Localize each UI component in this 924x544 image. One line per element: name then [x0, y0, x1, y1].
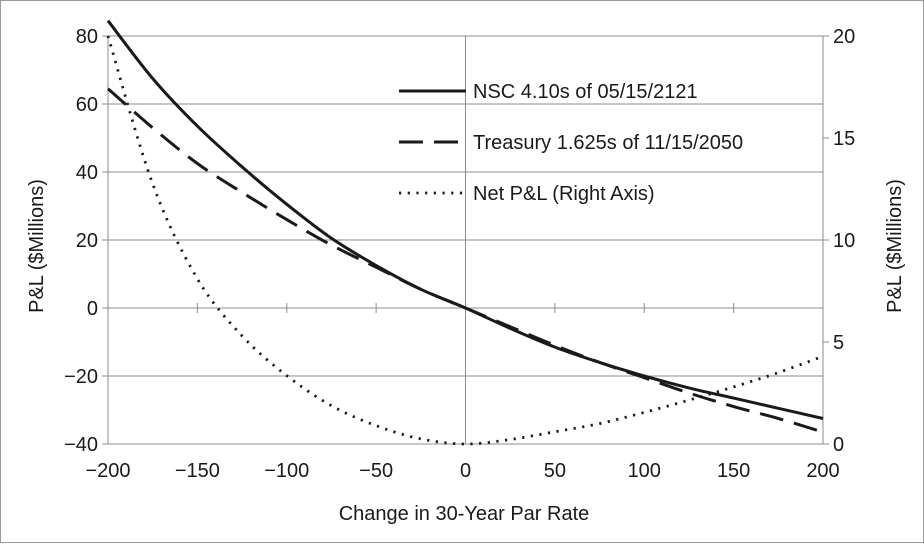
- y-axis-left-label: P&L ($Millions): [26, 179, 48, 313]
- y-right-tick-label: 10: [833, 230, 855, 252]
- x-tick-label: 0: [460, 460, 471, 482]
- y-left-tick-label: −20: [64, 366, 98, 388]
- y-left-tick-label: 40: [76, 162, 98, 184]
- y-right-tick-label: 0: [833, 434, 844, 456]
- y-right-tick-label: 15: [833, 128, 855, 150]
- x-tick-label: −150: [175, 460, 220, 482]
- legend-label-2: Treasury 1.625s of 11/15/2050: [473, 132, 743, 154]
- y-left-tick-label: −40: [64, 434, 98, 456]
- y-left-tick-label: 80: [76, 26, 98, 48]
- y-right-tick-label: 20: [833, 26, 855, 48]
- x-tick-label: 200: [806, 460, 839, 482]
- y-left-tick-label: 0: [87, 298, 98, 320]
- series-lines: [106, 19, 824, 446]
- series-line-3: [106, 35, 824, 446]
- y-left-tick-label: 20: [76, 230, 98, 252]
- legend-label-3: Net P&L (Right Axis): [473, 183, 655, 205]
- x-tick-label: 100: [628, 460, 661, 482]
- x-tick-label: −50: [359, 460, 393, 482]
- tick-labels: −200 −150 −100 −50 0 50 100 150 200−40−200204060…: [64, 26, 855, 482]
- x-tick-label: 50: [544, 460, 566, 482]
- x-tick-label: 150: [717, 460, 750, 482]
- y-left-tick-label: 60: [76, 94, 98, 116]
- y-axis-right-label: P&L ($Millions): [884, 179, 906, 313]
- legend: NSC 4.10s of 05/15/2121 Treasury 1.625s o…: [399, 81, 743, 205]
- x-tick-label: −100: [264, 460, 309, 482]
- legend-label-1: NSC 4.10s of 05/15/2121: [473, 81, 698, 103]
- y-right-tick-label: 5: [833, 332, 844, 354]
- x-axis-label: Change in 30-Year Par Rate: [339, 503, 590, 525]
- axes: [102, 35, 829, 445]
- x-tick-label: −200: [85, 460, 130, 482]
